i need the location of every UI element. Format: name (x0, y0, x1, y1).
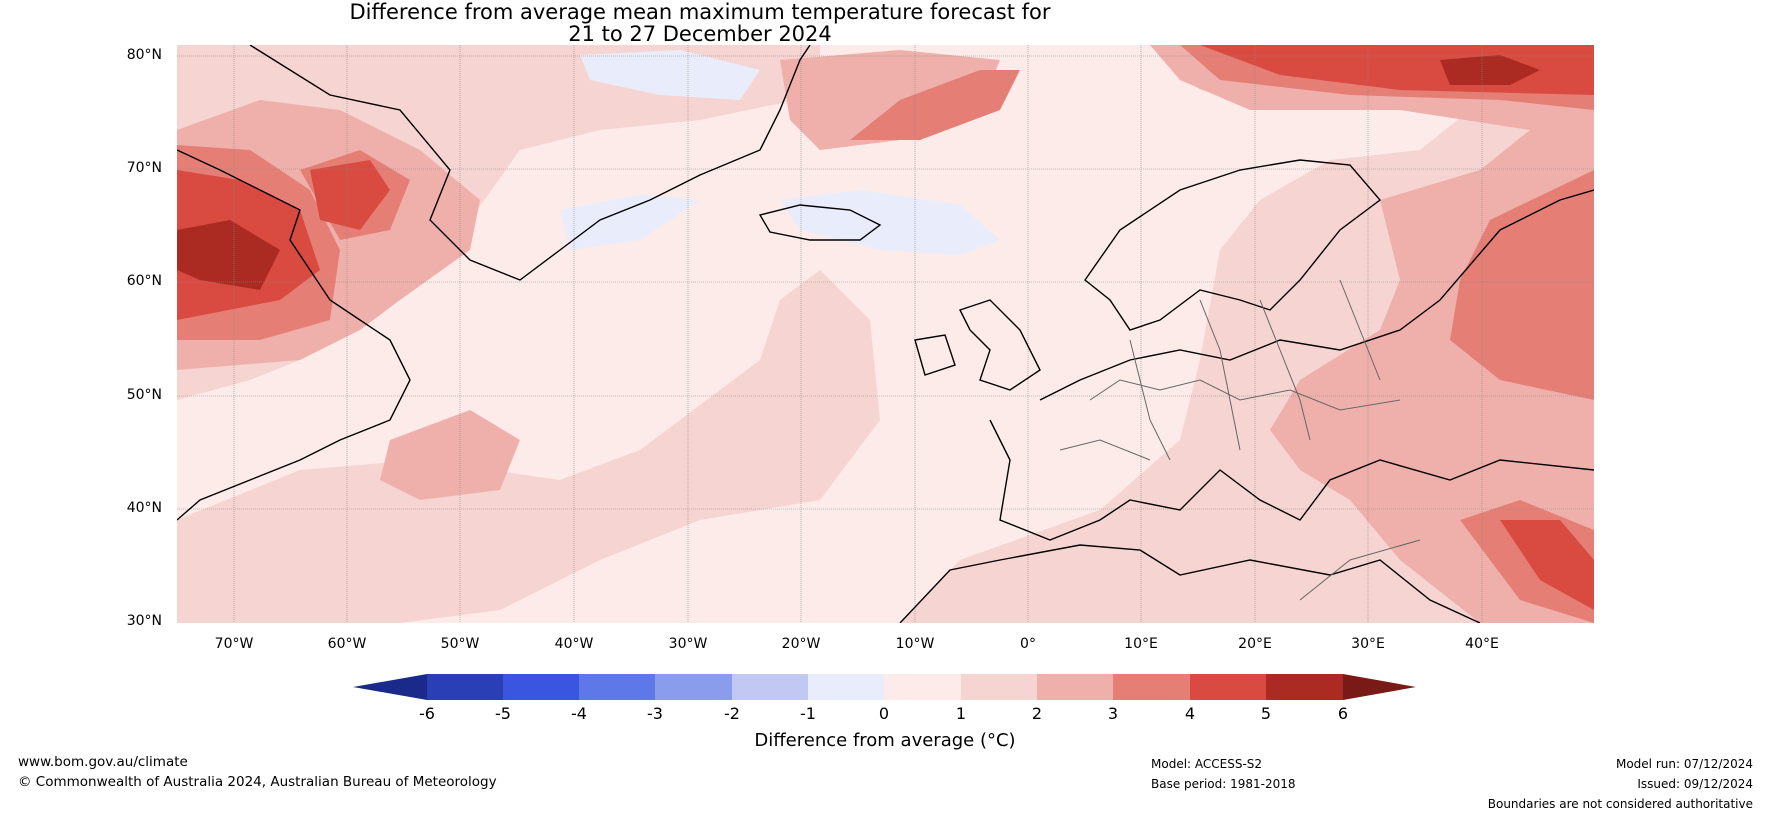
map-title-line1: Difference from average mean maximum tem… (349, 0, 1051, 24)
colorbar-swatch (1190, 674, 1266, 700)
colorbar (353, 674, 1416, 700)
colorbar-tick: -5 (495, 704, 511, 723)
issued-text: Issued: 09/12/2024 (1637, 777, 1753, 791)
coast-europe-north (1039, 189, 1594, 401)
copyright-text: © Commonwealth of Australia 2024, Austra… (18, 774, 497, 790)
coast-north-africa (899, 544, 1481, 623)
colorbar-swatch (655, 674, 732, 700)
band-2-3-arctic-east (1150, 45, 1594, 623)
coast-mediterranean-north (989, 419, 1594, 541)
lon-label: 10°W (895, 636, 935, 652)
colorbar-tick: 0 (878, 704, 890, 723)
colorbar-tick: -1 (800, 704, 816, 723)
colorbar-swatch (808, 674, 884, 700)
lat-label: 40°N (126, 500, 162, 516)
colorbar-tick: 2 (1031, 704, 1043, 723)
lat-label: 50°N (126, 387, 162, 403)
model-run-text: Model run: 07/12/2024 (1615, 757, 1753, 771)
band-1-2-atlantic (177, 270, 880, 623)
website-link[interactable]: www.bom.gov.au/climate (18, 754, 188, 770)
band-neg-greenland-sea (580, 50, 760, 100)
anomaly-field (177, 45, 1594, 623)
coast-ireland (914, 334, 956, 376)
lat-label: 80°N (126, 47, 162, 63)
lat-label: 70°N (126, 160, 162, 176)
colorbar-tick: 5 (1260, 704, 1272, 723)
band-4-5-baffin (310, 160, 390, 230)
colorbar-tick: -2 (724, 704, 740, 723)
band-3-4-urals (1450, 170, 1594, 400)
band-5-6-labrador (177, 220, 280, 290)
band-neg-iceland (780, 190, 1000, 255)
lat-label: 30°N (126, 613, 162, 629)
band-2-3-mid-atlantic (380, 410, 520, 500)
coast-greenland (249, 45, 811, 281)
colorbar-swatch (1266, 674, 1343, 700)
band-neg-denmark-strait (560, 195, 700, 250)
lon-label: 60°W (327, 636, 367, 652)
colorbar-swatch (579, 674, 655, 700)
coast-scandinavia (1084, 159, 1382, 331)
colorbar-tick: 3 (1107, 704, 1119, 723)
colorbar-tick: 6 (1337, 704, 1349, 723)
lon-label: 40°E (1465, 636, 1499, 652)
lon-label: 30°E (1351, 636, 1385, 652)
coast-great-britain (959, 299, 1041, 391)
colorbar-swatch (732, 674, 808, 700)
colorbar-tick: 1 (955, 704, 967, 723)
disclaimer-text: Boundaries are not considered authoritat… (1487, 797, 1753, 811)
colorbar-tick: -4 (571, 704, 587, 723)
lon-label: 10°E (1124, 636, 1158, 652)
colorbar-swatch (503, 674, 579, 700)
colorbar-swatch (961, 674, 1037, 700)
colorbar-tick: -3 (647, 704, 663, 723)
colorbar-label: Difference from average (°C) (754, 730, 1016, 751)
lon-label: 0° (1020, 636, 1036, 652)
coast-iceland (758, 204, 882, 241)
band-2-3-north-atlantic (780, 50, 1000, 150)
lon-label: 50°W (440, 636, 480, 652)
colorbar-swatch (1037, 674, 1113, 700)
colorbar-swatch (1113, 674, 1190, 700)
lon-label: 30°W (668, 636, 708, 652)
colorbar-swatch (884, 674, 961, 700)
lon-label: 20°E (1238, 636, 1272, 652)
band-3-4-svalbard-south (850, 70, 1020, 140)
colorbar-tick: -6 (419, 704, 435, 723)
national-boundaries (1059, 279, 1421, 601)
band-5-6-barents (1440, 55, 1540, 85)
base-period-text: Base period: 1981-2018 (1151, 777, 1296, 791)
coast-north-america (177, 149, 411, 521)
lon-label: 20°W (781, 636, 821, 652)
band-4-5-mesopotamia (1500, 520, 1594, 610)
graticule (177, 45, 1594, 623)
map-title-line2: 21 to 27 December 2024 (568, 22, 832, 46)
lon-label: 40°W (554, 636, 594, 652)
colorbar-swatch (427, 674, 503, 700)
colorbar-tick: 4 (1184, 704, 1196, 723)
lat-label: 60°N (126, 273, 162, 289)
model-text: Model: ACCESS-S2 (1151, 757, 1263, 771)
lon-label: 70°W (214, 636, 254, 652)
coastlines (177, 45, 1594, 623)
colorbar-extend-low (353, 674, 427, 700)
colorbar-extend-high (1343, 674, 1416, 700)
